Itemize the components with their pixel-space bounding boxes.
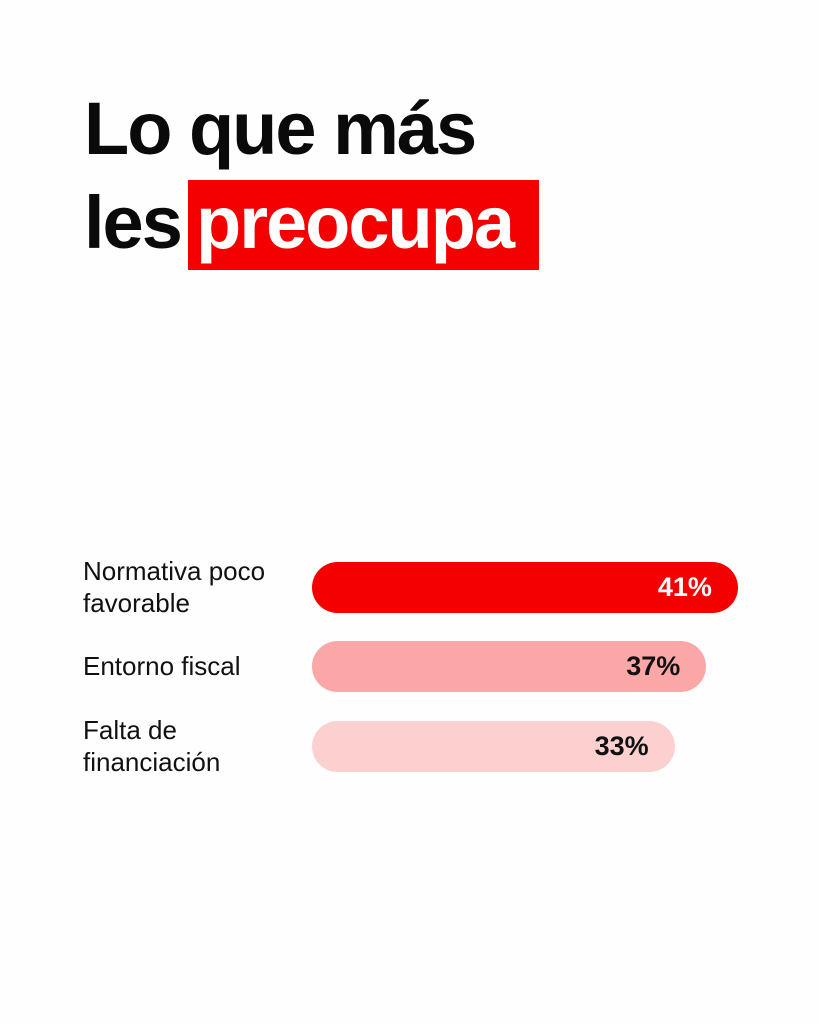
- category-label: Falta de financiación: [83, 715, 221, 777]
- category-label: Normativa poco favorable: [83, 556, 266, 618]
- title-highlight-text: preocupa: [196, 181, 515, 264]
- title-line-2: les: [84, 181, 183, 264]
- bar: 33%: [312, 721, 675, 772]
- title-line-1: Lo que más: [84, 87, 477, 170]
- data-label: 41%: [657, 572, 712, 602]
- bar: 41%: [312, 562, 738, 613]
- data-label: 37%: [626, 651, 681, 681]
- data-label: 33%: [594, 731, 649, 761]
- category-label: Entorno fiscal: [83, 651, 241, 681]
- bar: 37%: [312, 641, 707, 692]
- title-highlight-box: [188, 180, 539, 270]
